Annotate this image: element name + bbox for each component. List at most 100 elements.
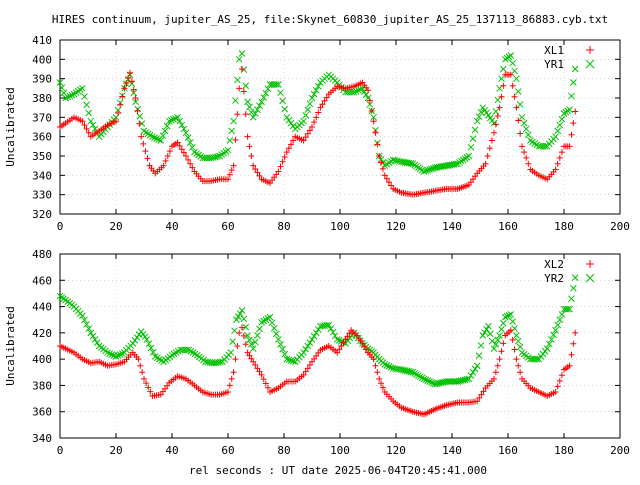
data-point [370, 356, 377, 363]
data-point [513, 332, 520, 339]
data-point [413, 371, 420, 378]
top-ytick-label: 370 [32, 111, 52, 124]
data-point [492, 121, 499, 128]
data-point [411, 370, 419, 377]
data-point [117, 101, 124, 108]
data-point [478, 391, 485, 398]
top-ytick-label: 320 [32, 208, 52, 221]
data-point [234, 343, 241, 349]
data-point [79, 118, 86, 125]
data-point [262, 380, 269, 387]
data-point [279, 345, 286, 353]
data-point [132, 98, 139, 106]
top-legend-marker-XL1 [586, 46, 594, 54]
data-point [570, 340, 577, 347]
data-point [517, 130, 524, 137]
data-point [242, 341, 249, 348]
data-point [134, 107, 141, 114]
data-point [170, 115, 177, 123]
data-point [163, 122, 171, 130]
data-point [409, 368, 417, 376]
data-point [342, 336, 349, 343]
top-ytick-label: 410 [32, 34, 52, 47]
data-point [275, 81, 282, 88]
data-point [302, 134, 309, 141]
data-point [568, 351, 575, 358]
data-point [118, 350, 126, 357]
data-point [370, 118, 377, 125]
data-point [91, 336, 99, 343]
data-point [494, 113, 501, 120]
data-point [300, 349, 307, 356]
data-point [321, 97, 328, 104]
data-point [471, 365, 479, 373]
top-xtick-label: 20 [109, 220, 122, 233]
data-point [189, 164, 196, 171]
data-point [308, 94, 316, 102]
data-point [365, 87, 371, 94]
data-point [180, 149, 187, 156]
data-point [556, 316, 564, 324]
data-point [422, 376, 430, 384]
data-point [505, 311, 513, 319]
data-point [248, 153, 255, 159]
data-point [484, 153, 491, 159]
top-ytick-label: 340 [32, 169, 52, 182]
data-point [494, 336, 502, 344]
data-point [329, 328, 337, 336]
plot-top: 0 20 40 60 80 100 120 140 160 180 200 320 330 340 350 3… [4, 34, 630, 233]
data-point [488, 137, 495, 144]
data-point [385, 363, 393, 370]
bottom-legend-label-YR2: YR2 [544, 272, 564, 285]
data-point [151, 134, 158, 141]
data-point [254, 332, 261, 339]
data-point [568, 131, 575, 138]
data-point [186, 139, 194, 146]
data-point [66, 92, 74, 100]
data-point [260, 94, 268, 101]
data-point [473, 117, 481, 125]
data-point [509, 336, 516, 343]
data-point [81, 93, 88, 100]
data-point [350, 88, 358, 96]
data-point [516, 101, 524, 108]
data-point [424, 377, 432, 384]
top-legend-marker-YR1 [585, 59, 595, 69]
data-point [344, 333, 351, 340]
data-point [246, 103, 253, 111]
data-point [106, 350, 114, 357]
bottom-xtick-label: 40 [165, 444, 178, 457]
data-point [239, 66, 245, 72]
data-point [279, 97, 286, 105]
data-point [235, 55, 243, 63]
data-point [566, 305, 573, 313]
data-point [496, 332, 503, 339]
data-point [300, 117, 307, 125]
data-point [87, 329, 95, 337]
data-point [289, 357, 297, 365]
data-point [207, 154, 215, 162]
data-point [556, 154, 563, 161]
data-point [359, 340, 366, 347]
data-point [285, 116, 293, 124]
data-point [554, 383, 561, 390]
data-point [428, 165, 435, 173]
data-point [323, 321, 331, 329]
data-point [142, 148, 149, 155]
data-point [323, 94, 330, 101]
top-ytick-label: 390 [32, 73, 52, 86]
data-point [422, 167, 430, 175]
data-point [507, 311, 515, 318]
data-point [236, 310, 244, 317]
data-point [232, 97, 239, 104]
top-xtick-label: 140 [442, 220, 462, 233]
data-point [258, 98, 265, 106]
data-point [513, 104, 520, 111]
data-point [182, 129, 190, 137]
data-point [244, 133, 251, 140]
data-point [135, 356, 142, 363]
data-point [132, 95, 139, 101]
data-point [554, 321, 562, 329]
data-point [325, 321, 333, 329]
data-point [426, 378, 433, 385]
